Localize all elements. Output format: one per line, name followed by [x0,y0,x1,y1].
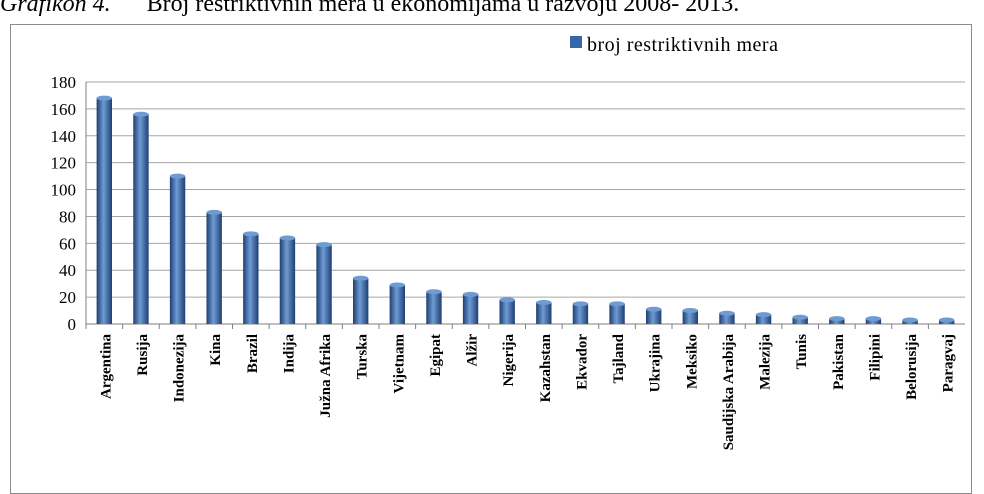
legend: broj restriktivnih mera [570,34,778,56]
x-tick-label: Rusija [135,334,151,376]
x-tick-label: Egipat [428,334,444,377]
bar [462,294,479,324]
bar [279,237,296,324]
x-tick-labels: Argentina Rusija Indonezija Kina Brazil Indij… [98,333,956,450]
bar-cap [389,282,406,288]
x-tick-label: Kina [208,334,224,366]
bar-cap [133,111,149,117]
caption-label: Grafikon 4. [0,0,111,17]
x-tick-label: Paragvaj [941,334,957,392]
bar-cap [352,275,369,281]
bar-cap [316,242,332,248]
x-tick-label: Južna Afrika [318,334,334,418]
bars [96,95,955,325]
y-tick-label: 60 [59,234,76,253]
y-tick-label: 0 [68,315,77,334]
legend-swatch [570,36,582,48]
bar [609,303,625,324]
x-tick-label: Ekvador [574,334,590,390]
bar [536,302,552,324]
bar-cap [96,95,113,101]
y-tick-label: 100 [51,181,77,200]
bar-cap [279,235,296,241]
bar [755,314,772,324]
bar-cap [426,289,442,295]
x-tick-label: Pakistan [831,333,847,390]
x-tick-label: Alžir [465,334,481,367]
bar-cap [829,316,845,322]
bar-cap [462,291,479,297]
x-tick-label: Argentina [98,334,114,399]
gridlines [86,81,965,298]
x-tick-label: Indija [281,334,297,374]
y-tick-label: 120 [51,154,77,173]
y-tick-labels: 0 20 40 60 80 100 120 140 160 180 [51,73,77,334]
bar [389,285,406,324]
x-tick-label: Filipini [867,334,883,381]
legend-label: broj restriktivnih mera [587,34,778,56]
bar [352,278,369,324]
axes [85,82,965,329]
y-tick-label: 20 [59,288,76,307]
x-tick-label: Saudijska Arabija [721,334,737,451]
bar-cap [499,297,515,303]
x-tick-label: Malezija [758,334,774,390]
y-tick-label: 160 [51,100,77,119]
x-tick-label: Brazil [245,334,261,373]
bar [499,299,515,324]
bar [133,114,149,325]
bar [645,309,662,324]
x-tick-label: Turska [355,334,371,380]
bar-cap [755,312,772,318]
bar [316,244,332,324]
bar-cap [719,310,735,316]
bar-cap [206,209,222,215]
bar [865,318,882,324]
bar-cap [938,317,955,323]
bar [96,98,113,324]
figure-caption: Grafikon 4. Broj restriktivnih mera u ek… [0,0,984,21]
bar [682,310,699,324]
y-tick-label: 180 [51,73,77,92]
bar-cap [609,301,625,307]
bar [572,303,589,324]
x-tick-label: Tajland [611,333,627,383]
bar-cap [865,316,882,322]
y-tick-label: 40 [59,261,76,280]
bar-cap [536,299,552,305]
x-tick-label: Meksiko [684,334,700,389]
caption-text: Broj restriktivnih mera u ekonomijama u … [146,0,740,17]
x-tick-label: Tunis [794,334,810,369]
x-tick-label: Belorusija [904,334,920,400]
bar-cap [243,231,259,237]
bar [243,233,259,324]
x-tick-label: Nigerija [501,334,517,387]
bar-cap [645,306,662,312]
bar [792,317,808,324]
bar [719,313,735,324]
y-tick-label: 80 [59,207,76,226]
y-tick-label: 140 [51,127,77,146]
bar [206,212,222,324]
bar [829,318,845,324]
bar-cap [572,301,589,307]
bar [426,291,442,324]
x-tick-label: Vijetnam [391,334,407,394]
x-tick-label: Ukrajina [648,334,664,393]
bar-cap [902,317,918,323]
bar-cap [169,173,186,179]
x-tick-label: Kazahstan [538,333,554,402]
x-tick-label: Indonezija [172,334,188,403]
bar-cap [682,308,699,314]
bar-cap [792,314,808,320]
bar [169,176,186,324]
